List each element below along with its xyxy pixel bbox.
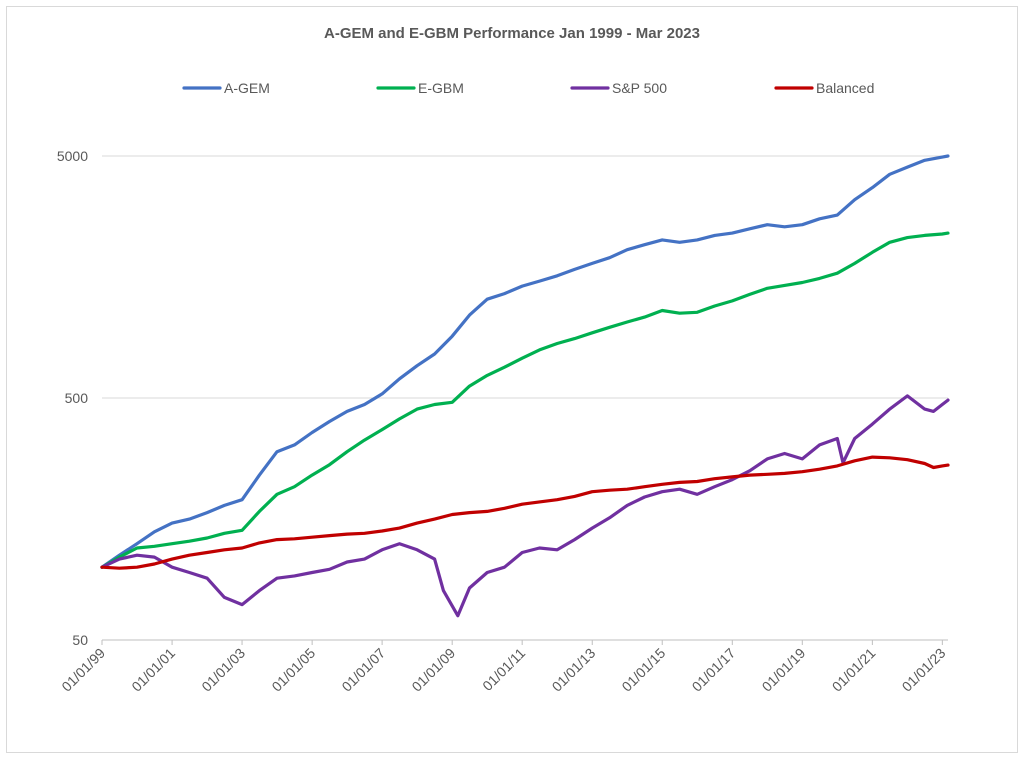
x-tick-label: 01/01/09 bbox=[408, 645, 458, 695]
legend-label: Balanced bbox=[816, 80, 874, 96]
x-tick-label: 01/01/21 bbox=[829, 645, 879, 695]
series-line-balanced bbox=[100, 455, 950, 570]
series-line-s-p-500 bbox=[100, 394, 950, 618]
x-tick-label: 01/01/03 bbox=[198, 645, 248, 695]
x-tick-label: 01/01/13 bbox=[549, 645, 599, 695]
y-tick-label: 50 bbox=[72, 632, 88, 648]
legend-label: E-GBM bbox=[418, 80, 464, 96]
x-tick-label: 01/01/05 bbox=[268, 645, 318, 695]
x-tick-label: 01/01/07 bbox=[338, 645, 388, 695]
x-tick-label: 01/01/17 bbox=[689, 645, 739, 695]
x-tick-label: 01/01/99 bbox=[58, 645, 108, 695]
legend-item: A-GEM bbox=[182, 80, 270, 96]
legend-label: A-GEM bbox=[224, 80, 270, 96]
x-tick-label: 01/01/15 bbox=[618, 645, 668, 695]
chart-legend: A-GEM E-GBM S&P 500 Balanced bbox=[182, 80, 874, 96]
legend-item: E-GBM bbox=[376, 80, 464, 96]
legend-item: S&P 500 bbox=[570, 80, 667, 96]
y-tick-label: 5000 bbox=[57, 148, 88, 164]
y-tick-label: 500 bbox=[65, 390, 89, 406]
grid-lines bbox=[102, 155, 948, 641]
y-axis-ticks: 5000 500 50 bbox=[57, 148, 88, 648]
x-tick-label: 01/01/23 bbox=[899, 645, 949, 695]
chart-title: A-GEM and E-GBM Performance Jan 1999 - M… bbox=[324, 25, 700, 42]
x-tick-label: 01/01/01 bbox=[128, 645, 178, 695]
series-line-a-gem bbox=[100, 154, 950, 569]
x-tick-label: 01/01/19 bbox=[759, 645, 809, 695]
series-lines bbox=[100, 154, 950, 618]
series-line-e-gbm bbox=[100, 231, 950, 569]
legend-item: Balanced bbox=[774, 80, 874, 96]
legend-label: S&P 500 bbox=[612, 80, 667, 96]
x-axis-ticks: 01/01/99 01/01/01 01/01/03 01/01/05 01/01/07… bbox=[58, 645, 948, 695]
x-axis bbox=[101, 640, 943, 645]
x-tick-label: 01/01/11 bbox=[479, 645, 528, 694]
chart-frame bbox=[6, 6, 1018, 753]
